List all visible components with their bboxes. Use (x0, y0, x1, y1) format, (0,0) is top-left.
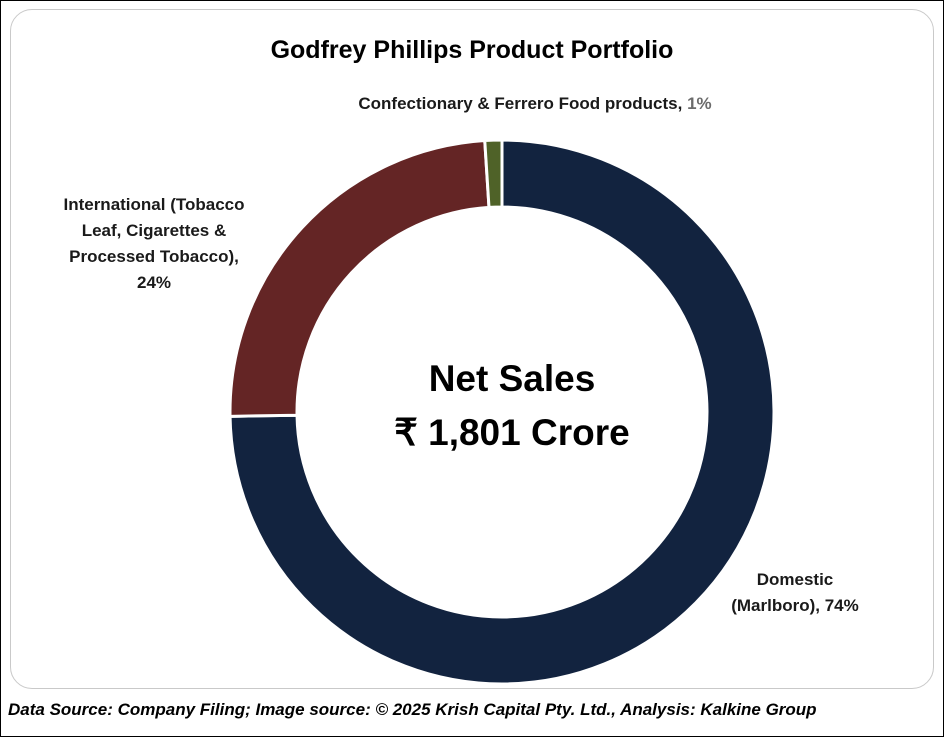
center-label-line: Net Sales (428, 358, 596, 399)
label-international-line: Leaf, Cigarettes & (81, 221, 227, 240)
donut-slice-domestic (228, 138, 776, 686)
label-confectionary-name: Confectionary & Ferrero Food products, (358, 94, 688, 113)
label-international-line: 24% (136, 273, 172, 292)
label-confectionary-percent: 1% (687, 94, 712, 113)
center-label: Net Sales ₹ 1,801 Crore (360, 352, 664, 460)
label-international: International (Tobacco Leaf, Cigarettes … (36, 192, 272, 296)
center-label-line: ₹ 1,801 Crore (394, 412, 630, 453)
label-domestic-line: (Marlboro), 74% (731, 596, 859, 615)
chart-card (10, 9, 934, 689)
label-international-line: International (Tobacco (63, 195, 245, 214)
label-domestic: Domestic (Marlboro), 74% (700, 567, 890, 619)
label-confectionary: Confectionary & Ferrero Food products, 1… (300, 91, 770, 117)
donut-slice-confectionary (483, 138, 504, 210)
label-international-line: Processed Tobacco), (69, 247, 239, 266)
chart-title: Godfrey Phillips Product Portfolio (270, 36, 674, 64)
label-domestic-line: Domestic (756, 570, 834, 589)
data-source-footer: Data Source: Company Filing; Image sourc… (8, 700, 817, 719)
